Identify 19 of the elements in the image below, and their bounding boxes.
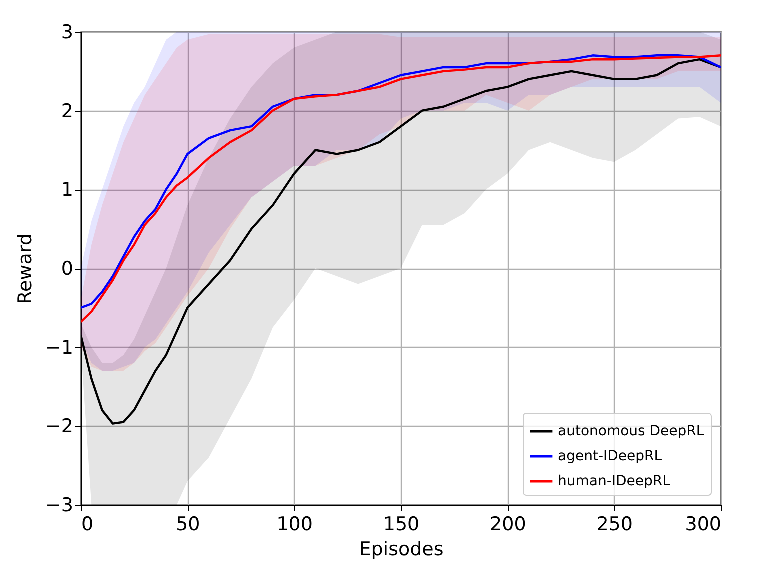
legend-label: agent-IDeepRL: [558, 448, 662, 464]
x-tick-label: 50: [176, 514, 200, 536]
y-tick-label: 2: [61, 100, 74, 122]
x-tick-label: 300: [685, 514, 722, 536]
x-axis-title: Episodes: [359, 538, 444, 560]
y-tick-label: −3: [45, 494, 74, 516]
y-tick-label: 3: [61, 22, 74, 44]
y-tick-label: 0: [61, 258, 74, 280]
legend-label: autonomous DeepRL: [558, 424, 704, 440]
x-tick-label: 200: [490, 514, 526, 536]
x-tick-label: 250: [596, 514, 633, 536]
x-tick-label: 100: [276, 514, 313, 536]
x-tick-label: 150: [383, 514, 420, 536]
y-tick-label: −1: [45, 336, 74, 359]
y-tick-label: 1: [61, 179, 74, 202]
legend-label: human-IDeepRL: [558, 474, 671, 490]
y-tick-label: −2: [45, 416, 74, 438]
x-tick-label: 0: [82, 514, 94, 536]
y-axis-title: Reward: [14, 234, 36, 304]
